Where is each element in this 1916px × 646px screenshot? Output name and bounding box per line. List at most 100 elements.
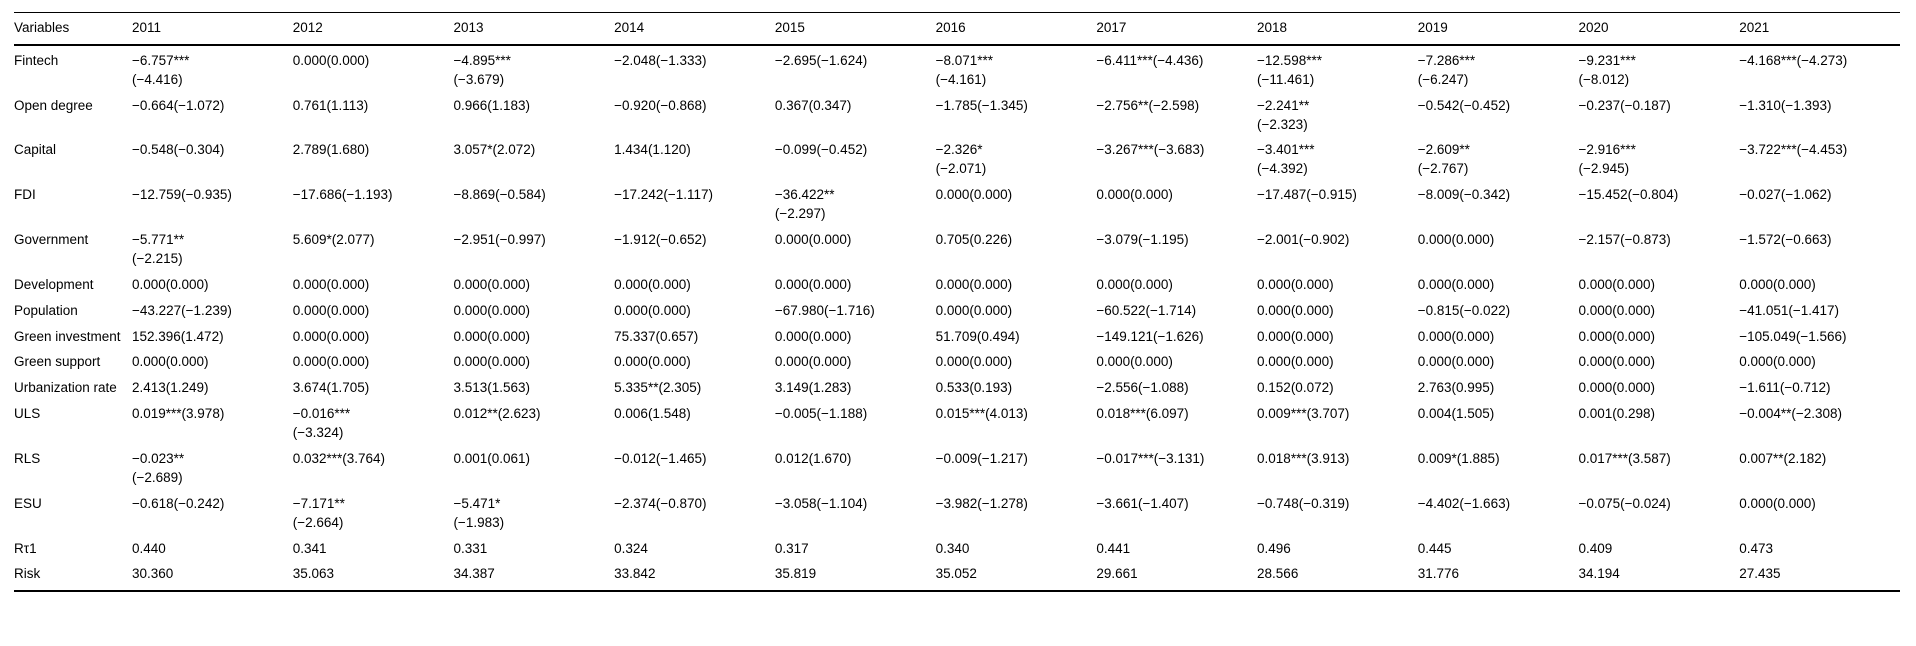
table-cell: −0.099(−0.452) <box>774 142 868 158</box>
table-cell: 5.609*(2.077) <box>292 232 375 248</box>
table-cell: −149.121(−1.626) <box>1096 328 1204 344</box>
regression-results-table: Variables 2011 2012 2013 2014 2015 2016 2017 201… <box>14 11 1900 593</box>
table-cell: 35.819 <box>774 561 936 593</box>
table-cell: −2.157(−0.873) <box>1578 232 1671 248</box>
row-label: Population <box>14 302 78 318</box>
table-cell: −3.722***(−4.453) <box>1739 142 1848 158</box>
table-row: Green support 0.000(0.000) 0.000(0.000) 0.0… <box>14 350 1900 376</box>
table-cell: 0.000(0.000) <box>1417 232 1495 248</box>
table-cell: 0.367(0.347) <box>774 97 852 113</box>
table-row: RLS −0.023** (−2.689) 0.032***(3.764) 0.001… <box>14 447 1900 492</box>
row-label: ESU <box>14 495 42 511</box>
table-cell: −67.980(−1.716) <box>774 302 875 318</box>
table-cell: 30.360 <box>132 561 293 593</box>
table-cell: −6.757*** (−4.416) <box>132 52 190 87</box>
row-label: Risk <box>14 561 132 593</box>
table-cell: 0.000(0.000) <box>453 276 530 292</box>
row-label: Capital <box>14 142 57 158</box>
table-cell: 34.194 <box>1578 561 1740 593</box>
table-cell: 3.057*(2.072) <box>453 142 536 158</box>
table-cell: 2.789(1.680) <box>292 142 370 158</box>
table-cell: 0.015***(4.013) <box>935 406 1028 422</box>
table-cell: −4.168***(−4.273) <box>1739 52 1848 68</box>
year-column-header: 2016 <box>935 11 1097 46</box>
table-cell: 0.000(0.000) <box>1578 354 1656 370</box>
table-cell: 33.842 <box>614 561 775 593</box>
table-cell: 152.396(1.472) <box>132 328 224 344</box>
table-cell: −1.785(−1.345) <box>935 97 1028 113</box>
table-cell: 31.776 <box>1417 561 1579 593</box>
table-row: Open degree −0.664(−1.072) 0.761(1.113) 0.9… <box>14 93 1900 138</box>
table-cell: −2.326* (−2.071) <box>935 142 987 177</box>
table-cell: −1.611(−0.712) <box>1739 380 1831 396</box>
table-row: Capital −0.548(−0.304) 2.789(1.680) 3.057*(… <box>14 138 1900 183</box>
year-column-header: 2019 <box>1417 11 1579 46</box>
table-cell: 0.409 <box>1578 540 1613 556</box>
year-column-header: 2011 <box>132 11 293 46</box>
year-column-header: 2018 <box>1257 11 1418 46</box>
table-cell: 0.000(0.000) <box>935 302 1013 318</box>
table-header: Variables 2011 2012 2013 2014 2015 2016 2017 201… <box>14 11 1900 46</box>
table-cell: −7.171** (−2.664) <box>292 495 345 530</box>
table-cell: 75.337(0.657) <box>614 328 699 344</box>
year-column-header: 2015 <box>774 11 936 46</box>
year-column-header: 2020 <box>1578 11 1740 46</box>
table-cell: 0.000(0.000) <box>1096 187 1173 203</box>
table-cell: −12.759(−0.935) <box>132 187 232 203</box>
table-cell: 0.032***(3.764) <box>292 451 386 467</box>
table-cell: −2.916*** (−2.945) <box>1578 142 1636 177</box>
table-cell: 0.006(1.548) <box>614 406 691 422</box>
table-cell: 0.000(0.000) <box>774 328 852 344</box>
table-cell: 0.000(0.000) <box>292 328 370 344</box>
table-cell: −2.241** (−2.323) <box>1257 97 1310 132</box>
row-label: Green investment <box>14 328 121 344</box>
table-cell: −0.004**(−2.308) <box>1739 406 1843 422</box>
table-cell: 0.000(0.000) <box>1257 328 1334 344</box>
table-cell: 35.063 <box>292 561 454 593</box>
year-column-header: 2017 <box>1096 11 1258 46</box>
table-cell: 3.674(1.705) <box>292 380 370 396</box>
table-row: Rτ1 0.440 0.341 0.331 0.324 0.317 0.340 0.441 0.… <box>14 536 1900 562</box>
table-cell: 0.004(1.505) <box>1417 406 1495 422</box>
table-cell: 0.341 <box>292 540 327 556</box>
table-body: Fintech −6.757*** (−4.416) 0.000(0.000) −4.… <box>14 45 1900 593</box>
table-cell: −0.005(−1.188) <box>774 406 868 422</box>
table-cell: 0.000(0.000) <box>1739 354 1816 370</box>
table-cell: 0.000(0.000) <box>1257 302 1334 318</box>
table-cell: −3.267***(−3.683) <box>1096 142 1205 158</box>
table-cell: −0.618(−0.242) <box>132 495 225 511</box>
table-cell: 0.012(1.670) <box>774 451 852 467</box>
table-row: Development 0.000(0.000) 0.000(0.000) 0.000… <box>14 272 1900 298</box>
table-cell: 35.052 <box>935 561 1097 593</box>
year-column-header: 2014 <box>614 11 775 46</box>
table-cell: 0.000(0.000) <box>935 354 1013 370</box>
table-cell: −2.556(−1.088) <box>1096 380 1189 396</box>
table-cell: 0.445 <box>1417 540 1452 556</box>
table-cell: 0.705(0.226) <box>935 232 1013 248</box>
table-cell: −5.471* (−1.983) <box>453 495 505 530</box>
table-cell: 0.000(0.000) <box>1257 276 1334 292</box>
table-cell: 0.000(0.000) <box>1417 276 1495 292</box>
table-cell: 51.709(0.494) <box>935 328 1020 344</box>
table-cell: 0.000(0.000) <box>1096 276 1173 292</box>
table-cell: 0.440 <box>132 540 166 556</box>
table-cell: −0.009(−1.217) <box>935 451 1028 467</box>
table-cell: 0.000(0.000) <box>453 354 530 370</box>
table-cell: 0.331 <box>453 540 488 556</box>
table-cell: 0.000(0.000) <box>132 354 209 370</box>
table-cell: 2.763(0.995) <box>1417 380 1495 396</box>
table-cell: 0.000(0.000) <box>453 328 530 344</box>
table-cell: −0.815(−0.022) <box>1417 302 1511 318</box>
table-cell: −2.756**(−2.598) <box>1096 97 1200 113</box>
year-column-header: 2021 <box>1739 11 1900 46</box>
table-cell: −8.071*** (−4.161) <box>935 52 994 87</box>
table-cell: 0.001(0.061) <box>453 451 530 467</box>
header-row: Variables 2011 2012 2013 2014 2015 2016 2017 201… <box>14 11 1900 46</box>
table-cell: 0.012**(2.623) <box>453 406 541 422</box>
row-label: ULS <box>14 406 41 422</box>
table-cell: −4.895*** (−3.679) <box>453 52 511 87</box>
table-cell: −8.009(−0.342) <box>1417 187 1511 203</box>
table-cell: 0.001(0.298) <box>1578 406 1656 422</box>
table-cell: −4.402(−1.663) <box>1417 495 1511 511</box>
